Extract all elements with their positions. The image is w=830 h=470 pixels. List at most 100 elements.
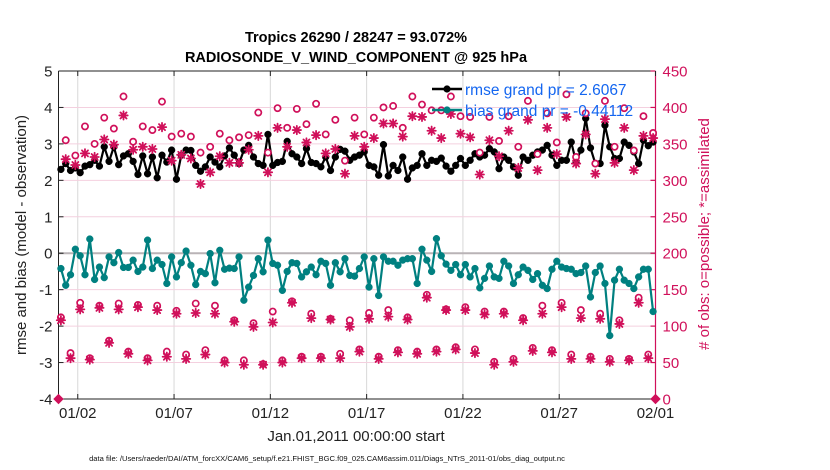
assimilated-count-point — [570, 158, 582, 169]
assimilated-count-point — [359, 141, 370, 152]
possible-count-point — [398, 123, 407, 132]
assimilated-count-point — [431, 346, 442, 357]
assimilated-count-point — [450, 344, 461, 355]
bias-point — [524, 266, 532, 275]
rmse-point — [505, 156, 513, 164]
possible-count-point — [191, 299, 200, 308]
assimilated-count-point — [253, 130, 264, 141]
possible-count-point — [283, 123, 292, 132]
legend-marker-rmse — [443, 85, 451, 93]
possible-count-point — [109, 124, 118, 133]
possible-count-point — [562, 90, 571, 99]
possible-count-point — [495, 137, 503, 145]
assimilated-count-point — [388, 118, 399, 129]
assimilated-count-point — [638, 130, 649, 141]
rmse-point — [167, 146, 176, 154]
legend-label-bias: bias grand pr = -0.44112 — [465, 103, 633, 120]
assimilated-count-point — [205, 167, 216, 178]
legend-marker-bias — [443, 106, 451, 114]
assimilated-count-point — [392, 347, 404, 358]
bias-point — [649, 307, 657, 316]
assimilated-count-point — [320, 148, 331, 159]
rmse-point — [437, 154, 445, 162]
possible-count-point — [138, 122, 147, 131]
x-tick-label: 01/02 — [59, 405, 97, 422]
possible-count-point — [71, 151, 80, 160]
assimilated-count-point — [643, 353, 654, 364]
bias-point — [322, 259, 330, 268]
possible-count-point — [591, 159, 600, 168]
possible-count-point — [552, 138, 561, 147]
y-tick-label-left: 5 — [44, 64, 52, 81]
bias-point — [158, 260, 166, 269]
rmse-point — [129, 157, 137, 166]
y-axis-label-left: rmse and bias (model - observation) — [13, 115, 30, 355]
assimilated-count-point — [147, 143, 158, 155]
y-tick-label-left: 1 — [44, 209, 52, 226]
bias-point — [567, 265, 575, 273]
bias-point — [110, 259, 118, 267]
rmse-point — [115, 161, 123, 169]
possible-count-point — [369, 113, 378, 122]
assimilated-count-point — [354, 346, 365, 357]
bias-point — [57, 264, 65, 273]
bias-point — [331, 259, 339, 267]
possible-count-point — [268, 307, 277, 316]
bias-point — [630, 284, 638, 293]
bias-point — [379, 253, 388, 261]
assimilated-count-point — [123, 348, 134, 359]
bias-point — [124, 263, 132, 272]
rmse-point — [567, 138, 575, 146]
rmse-point — [586, 144, 595, 152]
edge-count-marker — [53, 393, 64, 405]
series-layer — [57, 114, 657, 340]
rmse-point — [524, 156, 532, 164]
assimilated-count-point — [65, 353, 76, 364]
rmse-point — [95, 162, 104, 170]
bias-point — [95, 263, 104, 271]
bias-point — [341, 255, 349, 263]
assimilated-count-point — [243, 144, 254, 155]
bias-point — [591, 268, 599, 277]
bias-point — [143, 236, 152, 244]
assimilated-count-point — [118, 110, 129, 121]
possible-count-point — [341, 156, 349, 165]
bias-point — [163, 279, 171, 288]
bias-point — [66, 271, 75, 279]
x-tick-label: 01/17 — [348, 405, 386, 422]
bias-point — [577, 268, 585, 277]
bias-point — [514, 271, 522, 279]
bias-point — [192, 280, 200, 289]
assimilated-count-point — [103, 337, 115, 348]
assimilated-count-point — [498, 308, 509, 319]
assimilated-count-point — [460, 304, 471, 316]
possible-count-point — [312, 99, 321, 108]
assimilated-count-point — [474, 169, 485, 180]
bias-point — [76, 252, 84, 260]
rmse-point — [216, 163, 224, 171]
assimilated-count-point — [108, 139, 119, 150]
bias-point — [278, 286, 287, 295]
bias-point — [153, 256, 161, 264]
rmse-point — [86, 161, 94, 169]
possible-count-point — [100, 113, 109, 122]
bias-point — [167, 253, 176, 261]
possible-count-point — [211, 301, 219, 310]
gridlines — [58, 71, 656, 399]
assimilated-count-point — [200, 349, 211, 360]
assimilated-count-point — [440, 304, 452, 316]
assimilated-count-point — [272, 122, 283, 133]
rmse-point — [297, 159, 306, 168]
assimilated-count-point — [503, 125, 514, 136]
bias-point — [249, 271, 258, 280]
y-tick-label-right: 350 — [663, 136, 688, 153]
possible-count-point — [186, 132, 195, 141]
assimilated-count-point — [224, 157, 235, 168]
bias-point — [211, 279, 219, 287]
possible-count-point — [177, 129, 186, 138]
assimilated-count-point — [286, 297, 298, 308]
assimilated-count-point — [397, 131, 408, 142]
possible-count-point — [119, 92, 128, 101]
assimilated-count-point — [647, 132, 659, 144]
bias-point — [548, 265, 556, 273]
